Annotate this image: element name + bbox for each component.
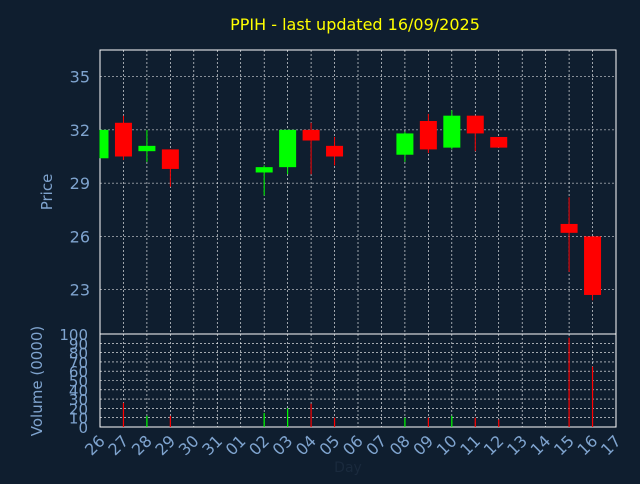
- candle-body: [419, 121, 437, 150]
- price-tick-label: 35: [70, 68, 90, 87]
- volume-axis-label: Volume (0000): [28, 326, 46, 436]
- volume-tick-label: 0: [78, 419, 88, 437]
- candle-body: [443, 115, 461, 148]
- candle-body: [161, 149, 179, 169]
- candle-body: [100, 129, 109, 159]
- volume-tick-label: 10: [69, 410, 88, 428]
- volume-tick-label: 90: [69, 335, 88, 353]
- x-tick-label: 17: [597, 431, 625, 459]
- volume-tick-label: 30: [69, 391, 88, 409]
- candle-body: [302, 129, 320, 141]
- x-axis-label: Day: [334, 460, 362, 476]
- candle-body: [138, 145, 156, 152]
- candle-body: [560, 223, 578, 233]
- candle-body: [584, 236, 602, 295]
- volume-tick-label: 50: [69, 373, 88, 391]
- candle-body: [279, 129, 297, 168]
- candle-body: [255, 167, 273, 173]
- price-tick-label: 32: [70, 121, 90, 140]
- candle-body: [114, 122, 132, 157]
- price-tick-label: 23: [70, 281, 90, 300]
- price-panel: 23 26 29 32 35: [70, 49, 617, 335]
- volume-tick-label: 70: [69, 354, 88, 372]
- volume-tick-label: 100: [59, 326, 88, 344]
- candle-body: [466, 115, 484, 134]
- x-tick-labels: 2627282930310102030405060708091011121314…: [81, 431, 625, 459]
- candle-body: [396, 133, 414, 155]
- volume-tick-label: 60: [69, 363, 88, 381]
- chart-title: PPIH - last updated 16/09/2025: [230, 15, 480, 34]
- price-tick-label: 29: [70, 174, 90, 193]
- volume-tick-label: 40: [69, 382, 88, 400]
- candle-body: [326, 145, 344, 157]
- volume-tick-label: 80: [69, 345, 88, 363]
- price-tick-label: 26: [70, 227, 90, 246]
- volume-tick-label: 20: [69, 400, 88, 418]
- price-axis-label: Price: [38, 174, 56, 211]
- candle-body: [490, 136, 508, 148]
